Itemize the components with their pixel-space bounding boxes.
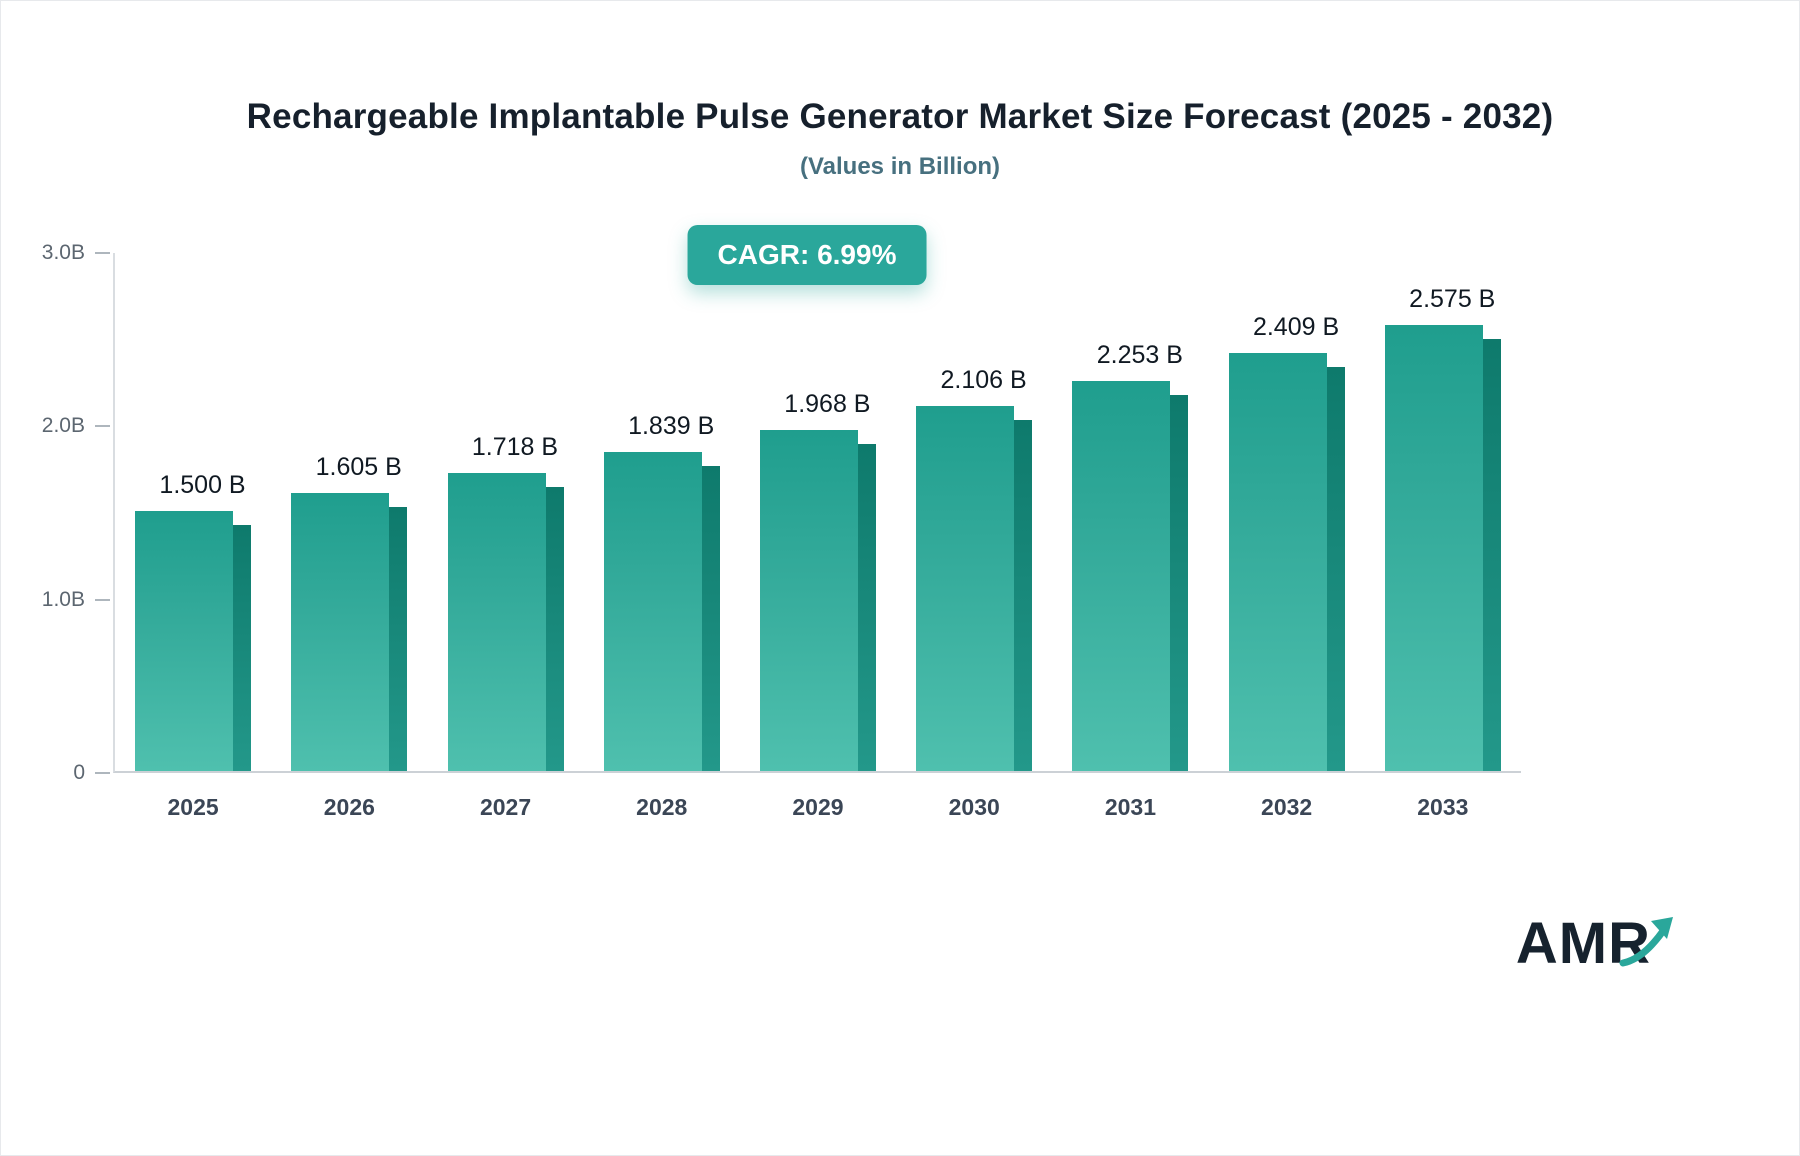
y-axis-tick-label: 3.0B xyxy=(41,241,85,264)
bar-side-shadow xyxy=(545,487,564,771)
bar-value-label: 1.968 B xyxy=(784,389,871,418)
y-axis-tick-mark xyxy=(95,598,110,601)
bar-group: 1.839 B 2028 xyxy=(584,253,740,820)
plot-area: 1.500 B 2025 1.605 B 2026 1.718 B 2027 1.839 B… xyxy=(113,253,1521,820)
bar-side-shadow xyxy=(857,443,876,771)
bar[interactable]: 2.253 B xyxy=(1072,341,1189,771)
bar[interactable]: 1.839 B xyxy=(603,412,720,771)
bar-side-shadow xyxy=(389,506,408,771)
bar-group: 2.253 B 2031 xyxy=(1052,253,1208,820)
bar-value-label: 1.718 B xyxy=(471,433,559,462)
bar-chart: 3.0B 2.0B 1.0B 0 1.500 B 2025 1.605 B 2026 1.71… xyxy=(23,241,1521,820)
x-axis-label: 2029 xyxy=(792,794,844,820)
bar-value-label: 2.106 B xyxy=(940,366,1027,394)
bar[interactable]: 2.106 B xyxy=(916,366,1033,771)
bar-side-shadow xyxy=(1326,367,1345,771)
bar-side-shadow xyxy=(233,525,252,771)
bar[interactable]: 2.575 B xyxy=(1384,285,1501,771)
bar-group: 1.500 B 2025 xyxy=(115,253,271,820)
bar-side-shadow xyxy=(1170,394,1189,771)
bar-value-label: 2.409 B xyxy=(1252,313,1340,342)
bar-group: 1.968 B 2029 xyxy=(740,253,896,820)
x-axis-label: 2026 xyxy=(323,794,375,820)
bar[interactable]: 1.605 B xyxy=(291,453,408,771)
bar[interactable]: 2.409 B xyxy=(1228,313,1345,771)
x-axis-label: 2033 xyxy=(1417,794,1469,820)
y-axis-tick-label: 1.0B xyxy=(41,587,85,611)
y-axis-tick-mark xyxy=(95,772,110,774)
x-axis-label: 2030 xyxy=(948,794,1000,820)
logo-arrow-icon xyxy=(1619,917,1673,967)
bar-value-label: 2.253 B xyxy=(1096,340,1183,369)
x-axis-label: 2025 xyxy=(167,794,219,820)
bar-group: 1.605 B 2026 xyxy=(271,253,427,820)
bar[interactable]: 1.500 B xyxy=(135,471,252,771)
y-axis-tick-label: 0 xyxy=(73,761,85,784)
y-axis-tick-label: 2.0B xyxy=(41,414,85,438)
bar-group: 2.575 B 2033 xyxy=(1365,253,1521,820)
chart-subtitle: (Values in Billion) xyxy=(799,153,1001,180)
bar-side-shadow xyxy=(1482,338,1501,771)
bar[interactable]: 1.718 B xyxy=(447,433,564,771)
y-axis-tick-mark xyxy=(95,425,110,428)
bar-value-label: 1.500 B xyxy=(159,471,246,499)
x-axis-label: 2028 xyxy=(636,794,688,820)
chart-title: Rechargeable Implantable Pulse Generator… xyxy=(246,97,1554,136)
bar-group: 1.718 B 2027 xyxy=(427,253,583,820)
x-axis-label: 2032 xyxy=(1261,794,1313,820)
cagr-badge: CAGR: 6.99% xyxy=(687,225,927,285)
bar-side-shadow xyxy=(701,466,720,771)
amr-logo: AMR xyxy=(1516,915,1681,973)
x-axis-label: 2031 xyxy=(1104,794,1156,820)
y-axis-tick-mark xyxy=(95,252,110,254)
bar-side-shadow xyxy=(1014,420,1033,771)
bar-group: 2.409 B 2032 xyxy=(1209,253,1365,820)
bar-value-label: 1.839 B xyxy=(628,412,715,441)
bar-value-label: 1.605 B xyxy=(315,452,402,481)
x-axis-label: 2027 xyxy=(479,794,532,820)
y-axis: 3.0B 2.0B 1.0B 0 xyxy=(23,241,113,784)
bar-value-label: 2.575 B xyxy=(1409,284,1496,313)
bar[interactable]: 1.968 B xyxy=(759,390,876,771)
bar-group: 2.106 B 2030 xyxy=(896,253,1052,820)
